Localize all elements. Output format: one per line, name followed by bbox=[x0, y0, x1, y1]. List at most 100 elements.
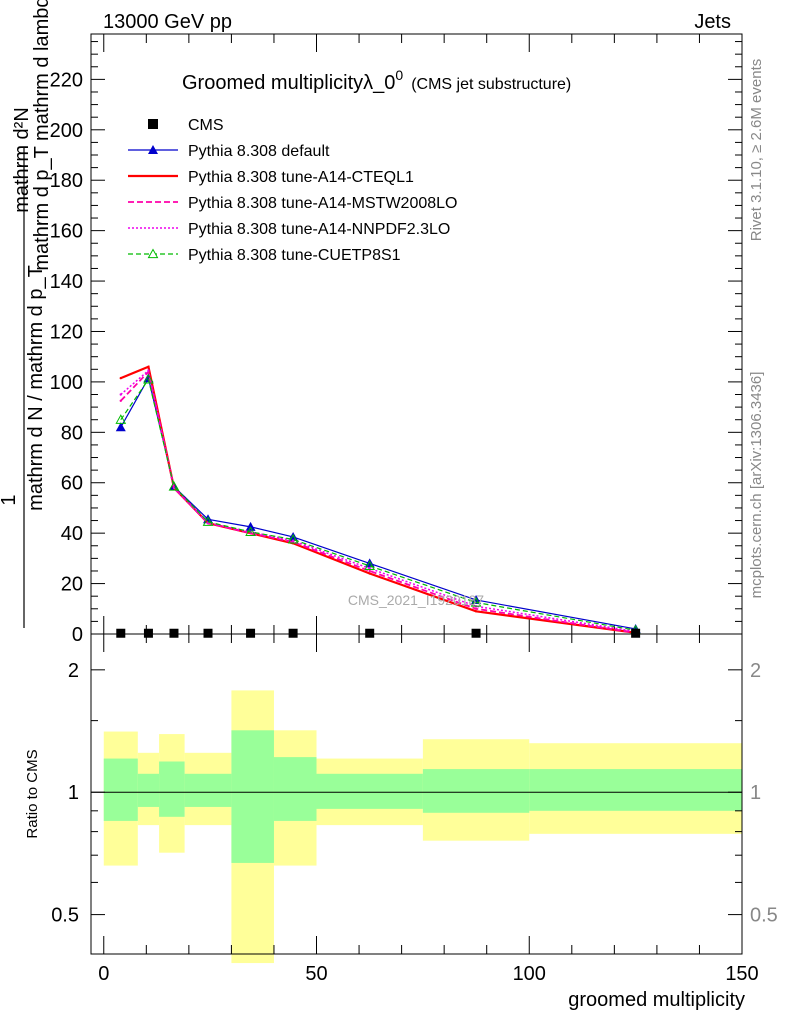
cms-data-point bbox=[631, 628, 641, 638]
legend-marker bbox=[147, 248, 159, 259]
ratio-y-tick-label-right: 2 bbox=[750, 660, 761, 682]
main-y-axis-label: 1 mathrm d N / mathrm d p_T mathrm d²N m… bbox=[0, 0, 53, 628]
legend-entry: Pythia 8.308 tune-A14-NNPDF2.3LO bbox=[128, 221, 450, 238]
series-point bbox=[143, 373, 154, 384]
y-tick-label: 80 bbox=[61, 422, 83, 444]
legend-label: Pythia 8.308 tune-A14-MSTW2008LO bbox=[188, 195, 457, 212]
series-point bbox=[245, 526, 256, 536]
ratio-y-tick-label-right: 0.5 bbox=[750, 905, 778, 927]
y-tick-label: 40 bbox=[61, 523, 83, 545]
ylabel-top: mathrm d²N bbox=[11, 107, 33, 213]
cms-data-point bbox=[143, 628, 153, 638]
main-panel: 0 20 40 60 80 100 120 140 160 180 200 220 bbox=[50, 33, 743, 646]
legend-entry: Pythia 8.308 tune-A14-MSTW2008LO bbox=[128, 195, 457, 212]
series-point bbox=[368, 569, 371, 573]
ratio-y-tick-label: 2 bbox=[68, 660, 79, 682]
series-point bbox=[168, 480, 180, 491]
series-point bbox=[368, 572, 371, 575]
series-point bbox=[474, 607, 478, 610]
legend: CMS Pythia 8.308 default Pythia 8.308 tune… bbox=[128, 117, 457, 264]
series-point bbox=[119, 399, 122, 403]
series-line bbox=[120, 377, 636, 631]
legend-label: Pythia 8.308 tune-A14-CTEQL1 bbox=[188, 169, 414, 186]
legend-label: Pythia 8.308 tune-CUETP8S1 bbox=[188, 247, 401, 264]
y-tick-label: 0 bbox=[72, 624, 83, 646]
legend-entry: Pythia 8.308 tune-CUETP8S1 bbox=[128, 247, 401, 264]
ratio-band-inner bbox=[103, 758, 138, 821]
ylabel-one: 1 bbox=[0, 494, 20, 505]
ratio-band-inner bbox=[137, 773, 160, 807]
ylabel-top2: mathrm d p_T mathrm d lambda bbox=[31, 0, 53, 271]
series-point bbox=[287, 533, 299, 544]
y-tick-label: 120 bbox=[50, 321, 83, 343]
series-group bbox=[115, 365, 641, 635]
y-tick-label: 140 bbox=[50, 271, 83, 293]
series-point bbox=[470, 596, 482, 607]
legend-entry: CMS bbox=[148, 117, 224, 134]
cms-data-point bbox=[116, 628, 126, 638]
ratio-band-inner bbox=[316, 773, 423, 809]
series-point bbox=[202, 516, 214, 526]
legend-marker bbox=[148, 119, 158, 129]
ratio-y-ticks: 0.5 0.5 1 1 2 2 bbox=[51, 660, 778, 927]
series-point bbox=[115, 414, 127, 424]
rivet-label: Rivet 3.1.10, ≥ 2.6M events bbox=[748, 59, 765, 242]
cms-data-point bbox=[365, 628, 375, 638]
series-point bbox=[291, 539, 295, 542]
chart-title: Groomed multiplicityλ_00(CMS jet substru… bbox=[182, 67, 571, 94]
legend-label: CMS bbox=[188, 117, 224, 134]
ratio-x-ticks: 0 50 100 150 bbox=[98, 634, 759, 985]
ratio-y-tick-label: 1 bbox=[68, 782, 79, 804]
x-tick-label: 150 bbox=[725, 963, 758, 985]
x-tick-label: 50 bbox=[305, 963, 327, 985]
legend-label: Pythia 8.308 tune-A14-NNPDF2.3LO bbox=[188, 221, 450, 238]
header-left: 13000 GeV pp bbox=[103, 11, 232, 33]
x-tick-label: 100 bbox=[513, 963, 546, 985]
ratio-bands bbox=[103, 690, 742, 964]
series-point bbox=[474, 610, 478, 613]
cms-data-point bbox=[471, 628, 481, 638]
header-right: Jets bbox=[694, 11, 731, 33]
ratio-y-tick-label-right: 1 bbox=[750, 782, 761, 804]
legend-label: Pythia 8.308 default bbox=[188, 143, 330, 160]
ratio-band-inner bbox=[184, 773, 232, 807]
legend-entry: Pythia 8.308 default bbox=[128, 143, 330, 160]
series-point bbox=[147, 369, 150, 372]
series-point bbox=[364, 560, 376, 571]
legend-marker bbox=[148, 145, 158, 154]
legend-entry: Pythia 8.308 tune-A14-CTEQL1 bbox=[128, 169, 414, 186]
y-tick-label: 20 bbox=[61, 574, 83, 596]
cms-data-group bbox=[116, 628, 641, 638]
y-tick-label: 100 bbox=[50, 372, 83, 394]
mcplots-label: mcplots.cern.ch [arXiv:1306.3436] bbox=[748, 372, 765, 599]
series-point bbox=[115, 422, 126, 432]
cms-data-point bbox=[246, 628, 256, 638]
series-point bbox=[245, 521, 256, 531]
y-tick-label: 160 bbox=[50, 221, 83, 243]
series-point bbox=[119, 376, 122, 380]
ratio-band-inner bbox=[159, 761, 185, 817]
series-point bbox=[172, 486, 176, 489]
x-tick-label: 0 bbox=[98, 963, 109, 985]
ratio-band-inner bbox=[231, 730, 274, 863]
ylabel-bottom: mathrm d N / mathrm d p_T bbox=[25, 265, 47, 511]
y-tick-label: 180 bbox=[50, 170, 83, 192]
ratio-panel: 0.5 0.5 1 1 2 2 0 50 100 150 bbox=[51, 633, 778, 985]
analysis-watermark: CMS_2021_I1920187 bbox=[348, 592, 484, 608]
series-line bbox=[120, 369, 636, 634]
y-tick-label: 220 bbox=[50, 69, 83, 91]
main-y-ticks: 0 20 40 60 80 100 120 140 160 180 200 220 bbox=[50, 41, 742, 646]
ratio-band-inner bbox=[529, 769, 742, 811]
cms-data-point bbox=[169, 628, 179, 638]
x-axis-label: groomed multiplicity bbox=[568, 989, 745, 1011]
series-point bbox=[119, 393, 122, 396]
series-point bbox=[147, 365, 150, 368]
y-tick-label: 60 bbox=[61, 473, 83, 495]
ratio-y-tick-label: 0.5 bbox=[51, 905, 79, 927]
y-tick-label: 200 bbox=[50, 120, 83, 142]
cms-data-point bbox=[203, 628, 213, 638]
ratio-band-inner bbox=[422, 769, 530, 813]
ratio-band-inner bbox=[273, 757, 317, 821]
cms-data-point bbox=[288, 628, 298, 638]
